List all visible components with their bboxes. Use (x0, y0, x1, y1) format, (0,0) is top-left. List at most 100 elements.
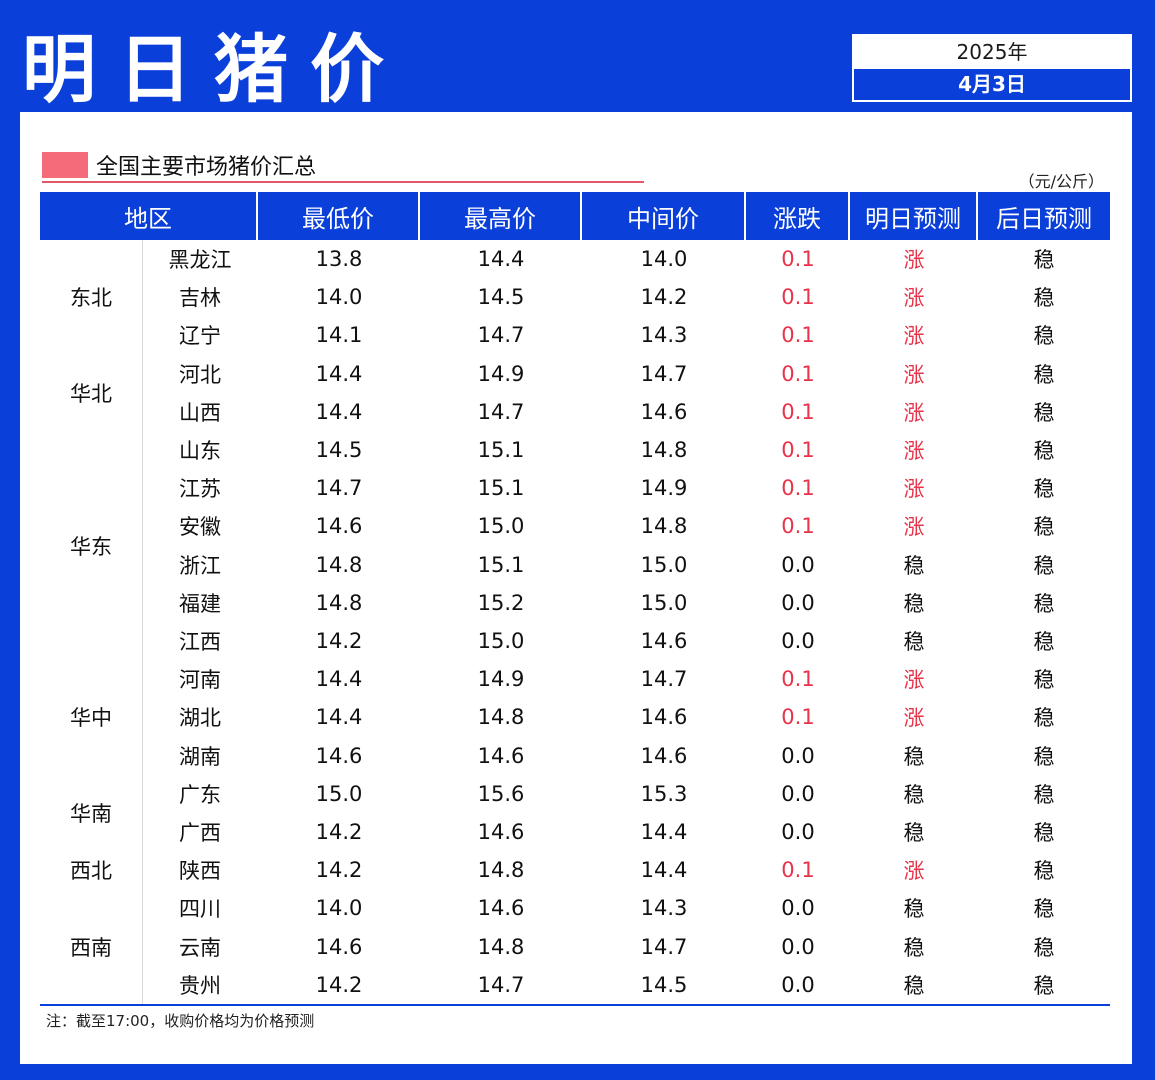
high-price-cell: 14.6 (477, 820, 525, 845)
change-cell: 0.0 (781, 743, 815, 768)
province-cell: 福建 (179, 591, 221, 616)
province-cell: 河北 (179, 362, 221, 387)
tomorrow-forecast-cell: 稳 (903, 821, 925, 846)
after-forecast-cell: 稳 (1033, 553, 1055, 578)
mid-price-cell: 14.4 (640, 858, 688, 883)
high-price-cell: 14.9 (477, 667, 525, 692)
region-label: 西南 (70, 935, 112, 960)
low-price-cell: 15.0 (315, 781, 363, 806)
after-forecast-cell: 稳 (1033, 935, 1055, 960)
mid-price-cell: 14.3 (640, 323, 688, 348)
page-title: 明日猪价 (22, 27, 406, 113)
table-row: 贵州 14.2 14.7 14.5 0.0 稳 稳 (142, 966, 1110, 1004)
low-price-cell: 14.6 (315, 514, 363, 539)
header-low: 最低价 (258, 192, 420, 240)
province-cell: 安徽 (179, 515, 221, 540)
after-forecast-cell: 稳 (1033, 515, 1055, 540)
low-price-cell: 14.0 (315, 896, 363, 921)
tomorrow-forecast-cell: 涨 (903, 362, 925, 387)
high-price-cell: 15.2 (477, 590, 525, 615)
change-cell: 0.0 (781, 934, 815, 959)
mid-price-cell: 15.0 (640, 590, 688, 615)
low-price-cell: 14.5 (315, 438, 363, 463)
table-row: 黑龙江 13.8 14.4 14.0 0.1 涨 稳 (142, 240, 1110, 278)
tomorrow-forecast-cell: 稳 (903, 553, 925, 578)
content-panel: 全国主要市场猪价汇总 （元/公斤） 地区 最低价 最高价 中间价 涨跌 明日预测… (20, 112, 1132, 1064)
table-row: 山西 14.4 14.7 14.6 0.1 涨 稳 (142, 393, 1110, 431)
tomorrow-forecast-cell: 涨 (903, 706, 925, 731)
table-row: 山东 14.5 15.1 14.8 0.1 涨 稳 (142, 431, 1110, 469)
table-row: 云南 14.6 14.8 14.7 0.0 稳 稳 (142, 928, 1110, 966)
change-cell: 0.1 (781, 323, 815, 348)
low-price-cell: 14.4 (315, 399, 363, 424)
low-price-cell: 14.4 (315, 705, 363, 730)
after-forecast-cell: 稳 (1033, 897, 1055, 922)
province-cell: 江苏 (179, 477, 221, 502)
province-cell: 四川 (179, 897, 221, 922)
low-price-cell: 14.6 (315, 743, 363, 768)
change-cell: 0.1 (781, 858, 815, 883)
change-cell: 0.0 (781, 629, 815, 654)
change-cell: 0.0 (781, 781, 815, 806)
province-cell: 贵州 (179, 973, 221, 998)
change-cell: 0.1 (781, 667, 815, 692)
table-bottom-rule (40, 1004, 1110, 1006)
after-forecast-cell: 稳 (1033, 821, 1055, 846)
high-price-cell: 14.9 (477, 361, 525, 386)
region-label: 华北 (70, 381, 112, 406)
high-price-cell: 15.0 (477, 514, 525, 539)
region-label: 华东 (70, 534, 112, 559)
mid-price-cell: 14.6 (640, 629, 688, 654)
change-cell: 0.0 (781, 820, 815, 845)
header-after: 后日预测 (996, 204, 1092, 233)
tomorrow-forecast-cell: 涨 (903, 286, 925, 311)
high-price-cell: 15.1 (477, 476, 525, 501)
low-price-cell: 14.6 (315, 934, 363, 959)
low-price-cell: 14.4 (315, 361, 363, 386)
high-price-cell: 14.8 (477, 858, 525, 883)
change-cell: 0.1 (781, 247, 815, 272)
mid-price-cell: 14.7 (640, 361, 688, 386)
table-row: 福建 14.8 15.2 15.0 0.0 稳 稳 (142, 584, 1110, 622)
after-forecast-cell: 稳 (1033, 782, 1055, 807)
change-cell: 0.1 (781, 476, 815, 501)
header-high: 最高价 (420, 192, 582, 240)
after-forecast-cell: 稳 (1033, 286, 1055, 311)
mid-price-cell: 14.7 (640, 667, 688, 692)
after-forecast-cell: 稳 (1033, 859, 1055, 884)
low-price-cell: 14.7 (315, 476, 363, 501)
table-row: 吉林 14.0 14.5 14.2 0.1 涨 稳 (142, 278, 1110, 316)
header-mid: 中间价 (582, 192, 746, 240)
low-price-cell: 14.4 (315, 667, 363, 692)
table-row: 安徽 14.6 15.0 14.8 0.1 涨 稳 (142, 507, 1110, 545)
high-price-cell: 14.4 (477, 247, 525, 272)
column-divider (142, 240, 143, 1004)
province-cell: 山西 (179, 400, 221, 425)
mid-price-cell: 15.0 (640, 552, 688, 577)
table-row: 河南 14.4 14.9 14.7 0.1 涨 稳 (142, 660, 1110, 698)
table-row: 湖北 14.4 14.8 14.6 0.1 涨 稳 (142, 698, 1110, 736)
tomorrow-forecast-cell: 稳 (903, 935, 925, 960)
region-label: 华中 (70, 706, 112, 731)
after-forecast-cell: 稳 (1033, 744, 1055, 769)
table-row: 江苏 14.7 15.1 14.9 0.1 涨 稳 (142, 469, 1110, 507)
high-price-cell: 14.7 (477, 399, 525, 424)
low-price-cell: 14.2 (315, 629, 363, 654)
table-header: 地区 最低价 最高价 中间价 涨跌 明日预测 后日预测 (40, 192, 1110, 240)
province-cell: 河南 (179, 668, 221, 693)
mid-price-cell: 14.6 (640, 399, 688, 424)
tomorrow-forecast-cell: 涨 (903, 515, 925, 540)
high-price-cell: 15.6 (477, 781, 525, 806)
tomorrow-forecast-cell: 涨 (903, 668, 925, 693)
table-body: 东北 华北 华东 华中 华南 西北 西南 黑龙江 13.8 14.4 14.0 0.1 涨稳吉林 14.… (40, 240, 1110, 1004)
high-price-cell: 14.5 (477, 285, 525, 310)
section-title: 全国主要市场猪价汇总 (96, 155, 317, 180)
header-region: 地区 (40, 192, 258, 240)
mid-price-cell: 14.0 (640, 247, 688, 272)
high-price-cell: 15.1 (477, 552, 525, 577)
high-price-cell: 14.7 (477, 323, 525, 348)
high-price-cell: 14.8 (477, 934, 525, 959)
table-row: 四川 14.0 14.6 14.3 0.0 稳 稳 (142, 889, 1110, 927)
mid-price-cell: 14.6 (640, 743, 688, 768)
